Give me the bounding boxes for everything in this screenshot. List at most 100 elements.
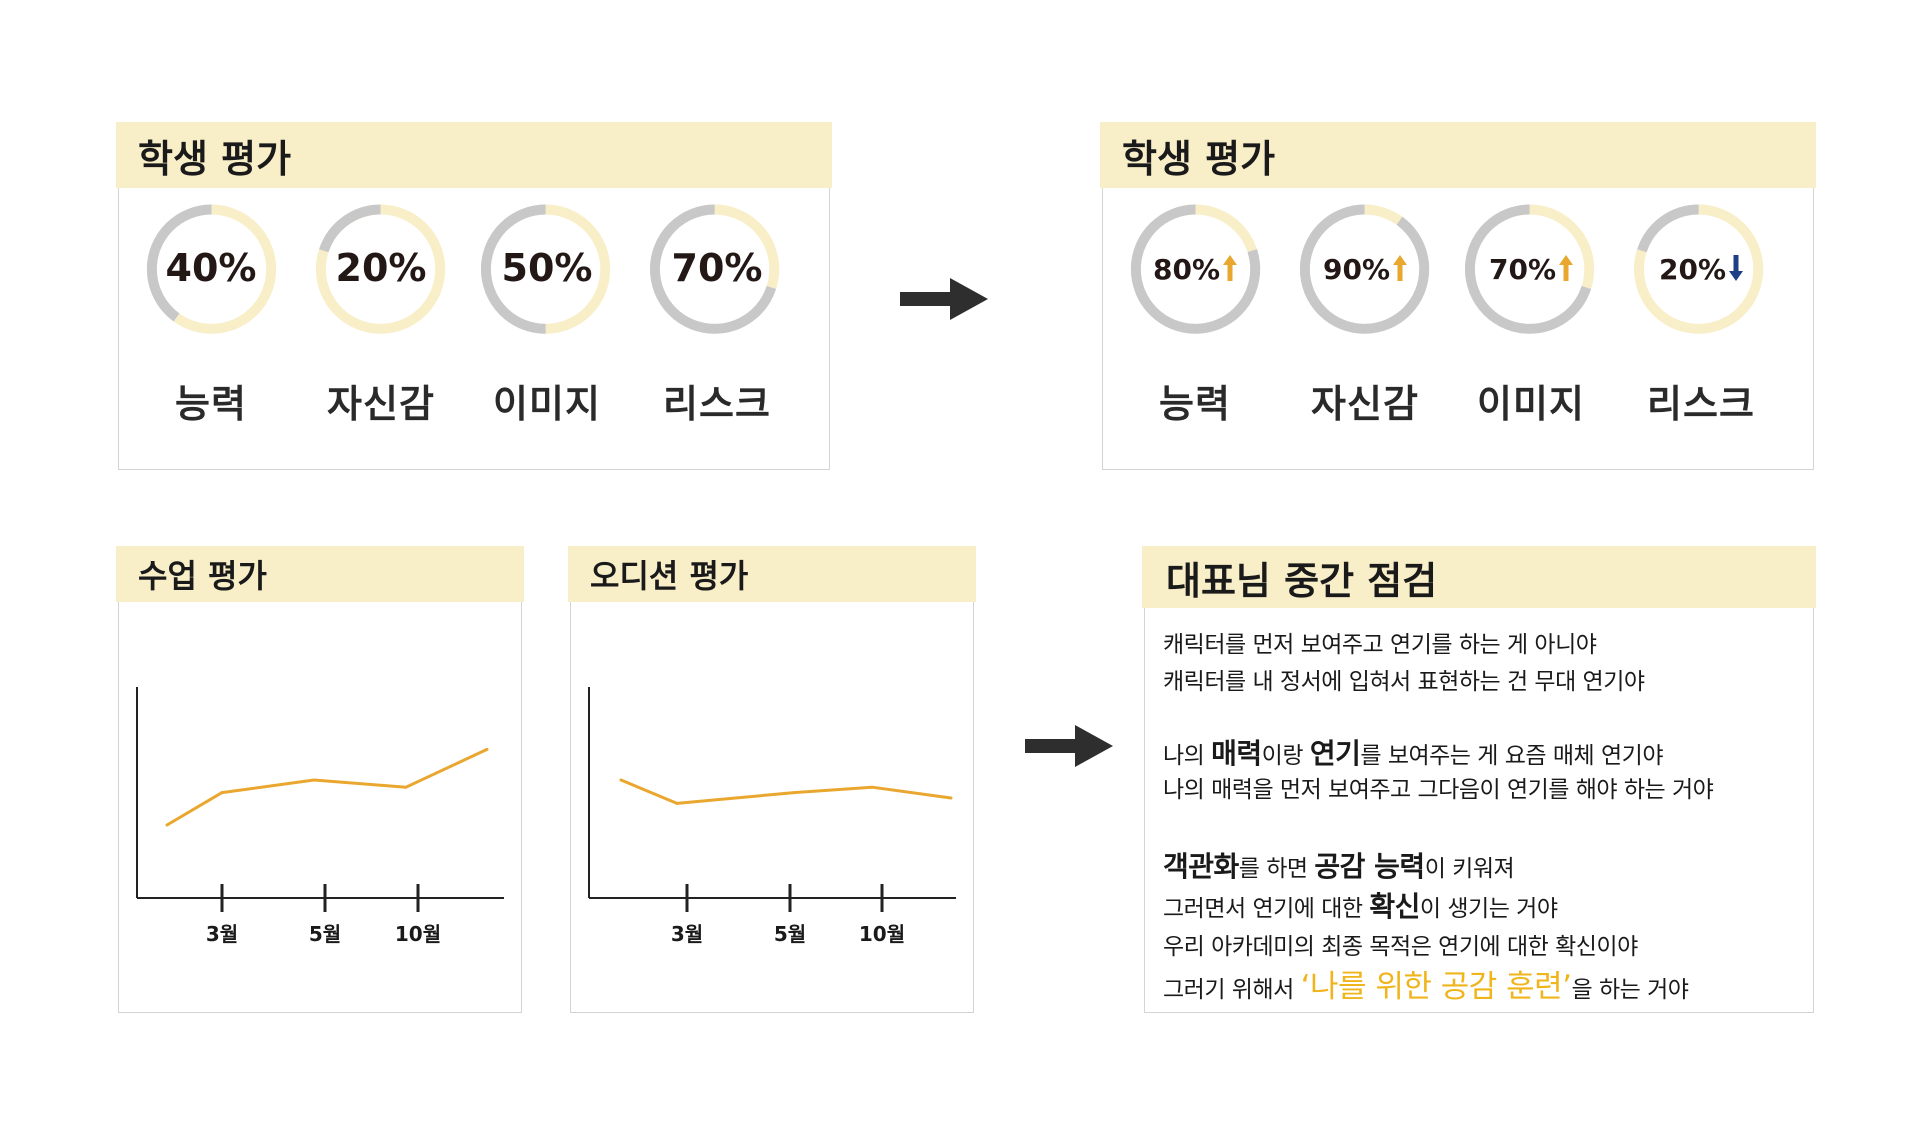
ring-label: 리스크	[663, 382, 771, 426]
note-text: 우리 아카데미의 최종 목적은 연기에 대한 확신이야	[1163, 934, 1638, 960]
note-line: 나의 매력이랑 연기를 보여주는 게 요즘 매체 연기야	[1163, 735, 1807, 772]
x-tick-label: 5월	[773, 922, 807, 946]
data-point	[220, 791, 224, 795]
rings-before	[146, 204, 780, 334]
percent-value: 40%	[165, 246, 257, 291]
arrow-up-icon	[1393, 254, 1408, 281]
data-point	[870, 785, 874, 789]
note-text: 나의 매력을 먼저 보여주고 그다음이 연기를 해야 하는 거야	[1163, 777, 1714, 803]
note-text: 나의	[1163, 743, 1212, 769]
panel-header: 대표님 중간 점검	[1142, 546, 1816, 608]
student-evaluation-before-panel: 학생 평가 40% 능력 20% 자신감 50% 이미지 70% 리스크	[116, 122, 832, 470]
chart-title: 수업 평가	[138, 557, 267, 595]
note-line: 그러면서 연기에 대한 확신이 생기는 거야	[1163, 887, 1807, 927]
audition-evaluation-chart	[588, 687, 956, 912]
note-line: 우리 아카데미의 최종 목적은 연기에 대한 확신이야	[1163, 927, 1807, 967]
x-tick-label: 10월	[858, 922, 906, 946]
data-point	[165, 823, 169, 827]
rings-after	[1130, 204, 1764, 334]
percent-value: 70%	[671, 246, 763, 291]
progress-ring	[1299, 204, 1430, 334]
note-text: 이랑	[1261, 743, 1310, 769]
note-text: 캐릭터를 먼저 보여주고 연기를 하는 게 아니야	[1163, 632, 1597, 658]
ring-label: 능력	[175, 382, 247, 426]
note-text: 를 보여주는 게 요즘 매체 연기야	[1360, 743, 1663, 769]
note-text: 이 키워져	[1424, 856, 1515, 882]
ring-percent: 70%	[1461, 253, 1601, 286]
highlight-text: ‘나를 위한 공감 훈련’	[1300, 969, 1572, 1005]
note-line: 나의 매력을 먼저 보여주고 그다음이 연기를 해야 하는 거야	[1163, 772, 1807, 809]
ring-fill	[649, 204, 780, 334]
progress-ring	[315, 204, 446, 334]
data-point	[312, 778, 316, 782]
note-line: 캐릭터를 내 정서에 입혀서 표현하는 건 무대 연기야	[1163, 664, 1807, 701]
ring-percent: 80%	[1125, 253, 1265, 286]
ring-label: 리스크	[1647, 382, 1755, 426]
x-tick-label: 3월	[205, 922, 239, 946]
ring-percent: 40%	[141, 246, 281, 290]
ring-fill	[1299, 204, 1430, 334]
panel-header: 학생 평가	[116, 122, 832, 188]
note-text: 를 하면	[1238, 856, 1315, 882]
note-line: 캐릭터를 먼저 보여주고 연기를 하는 게 아니야	[1163, 627, 1807, 664]
emphasis-text: 객관화	[1163, 850, 1239, 883]
note-line: 그러기 위해서 ‘나를 위한 공감 훈련’을 하는 거야	[1163, 967, 1807, 1007]
series-line	[620, 778, 952, 805]
ring-fill	[1130, 204, 1261, 334]
paragraph-gap	[1163, 809, 1807, 847]
ring-label: 이미지	[1477, 382, 1585, 426]
panel-header: 수업 평가	[116, 546, 524, 602]
data-point	[619, 778, 623, 782]
data-point	[792, 791, 796, 795]
data-point	[485, 747, 489, 751]
panel-title: 학생 평가	[1122, 136, 1276, 181]
director-review-panel: 대표님 중간 점검 캐릭터를 먼저 보여주고 연기를 하는 게 아니야 캐릭터를 …	[1142, 546, 1816, 1013]
percent-value: 50%	[501, 246, 593, 291]
note-text: 그러면서 연기에 대한	[1163, 896, 1370, 922]
ring-track	[1633, 204, 1764, 334]
class-evaluation-chart	[136, 687, 504, 912]
right-arrow-icon	[1025, 725, 1113, 767]
note-title: 대표님 중간 점검	[1166, 558, 1438, 603]
emphasis-text: 확신	[1369, 890, 1420, 923]
right-arrow-icon	[900, 278, 988, 320]
progress-ring	[1633, 204, 1764, 334]
progress-ring	[1464, 204, 1595, 334]
progress-ring	[480, 204, 611, 334]
panel-header: 오디션 평가	[568, 546, 976, 602]
emphasis-text: 공감 능력	[1314, 850, 1425, 883]
percent-value: 70%	[1488, 252, 1557, 286]
ring-percent: 90%	[1295, 253, 1435, 286]
emphasis-text: 연기	[1309, 737, 1361, 770]
note-text: 캐릭터를 내 정서에 입혀서 표현하는 건 무대 연기야	[1163, 669, 1645, 695]
ring-percent: 20%	[1631, 253, 1771, 286]
ring-label: 능력	[1159, 382, 1231, 426]
data-point	[949, 796, 953, 800]
series-line	[166, 748, 488, 827]
percent-value: 80%	[1152, 252, 1221, 286]
ring-label: 이미지	[493, 382, 601, 426]
progress-ring	[649, 204, 780, 334]
arrow-down-icon	[1729, 254, 1744, 281]
note-text: 그러기 위해서	[1163, 977, 1301, 1003]
note-line: 객관화를 하면 공감 능력이 키워져	[1163, 847, 1807, 887]
progress-ring	[146, 204, 277, 334]
ring-percent: 50%	[477, 246, 617, 290]
arrow-up-icon	[1223, 254, 1238, 281]
ring-fill	[315, 204, 446, 334]
panel-header: 학생 평가	[1100, 122, 1816, 188]
x-tick-label: 10월	[394, 922, 442, 946]
ring-percent: 70%	[647, 246, 787, 290]
x-tick-label: 5월	[308, 922, 342, 946]
x-tick-label: 3월	[670, 922, 704, 946]
note-text: 이 생기는 거야	[1419, 896, 1558, 922]
student-evaluation-after-panel: 학생 평가 80% 능력 90% 자신감 70% 이미지 20% 리스크	[1100, 122, 1816, 470]
progress-ring	[1130, 204, 1261, 334]
class-evaluation-panel: 수업 평가 3월 5월 10월	[116, 546, 524, 1013]
ring-label: 자신감	[327, 382, 435, 426]
chart-title: 오디션 평가	[590, 557, 749, 595]
paragraph-gap	[1163, 701, 1807, 735]
ring-fill	[146, 204, 277, 334]
panel-title: 학생 평가	[138, 136, 292, 181]
